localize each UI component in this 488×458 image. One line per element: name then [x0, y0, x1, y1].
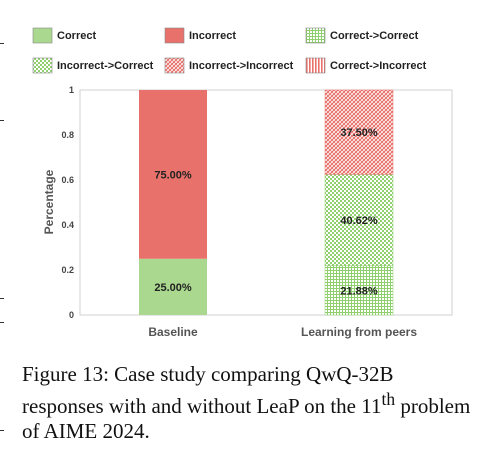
y-axis: 0 0.2 0.4 0.6 0.8 1	[61, 85, 74, 320]
legend-label: Incorrect	[189, 30, 236, 42]
legend-swatch	[164, 27, 185, 44]
caption-prefix: Figure 13: Case study comparing QwQ-32B …	[22, 362, 394, 418]
edge-mark	[0, 43, 4, 44]
x-axis: Baseline Learning from peers	[148, 325, 417, 339]
y-axis-label: Percentage	[42, 169, 56, 234]
data-label: 40.62%	[340, 215, 378, 227]
legend-label: Correct->Incorrect	[330, 60, 427, 72]
edge-mark	[0, 322, 4, 323]
bar-segment-incorrect-incorrect	[324, 89, 394, 175]
bar-segment-correct-correct	[324, 265, 394, 316]
legend-swatch	[305, 57, 326, 74]
legend-label: Incorrect->Incorrect	[189, 60, 294, 72]
plot-area	[79, 89, 453, 316]
edge-mark	[0, 430, 4, 431]
legend-swatch	[164, 57, 185, 74]
bar-segment-incorrect-correct	[324, 174, 394, 267]
legend-label: Incorrect->Correct	[57, 60, 154, 72]
x-category-label: Learning from peers	[301, 325, 417, 339]
caption-superscript: th	[381, 389, 396, 409]
edge-mark	[0, 120, 4, 121]
plot-frame	[79, 89, 453, 316]
data-label: 37.50%	[340, 127, 378, 139]
y-tick-label: 1	[69, 85, 74, 95]
y-tick-label: 0.4	[61, 220, 74, 230]
y-tick-label: 0.6	[61, 175, 74, 185]
bar-segment-incorrect	[139, 90, 207, 259]
legend-swatch	[32, 57, 53, 74]
caption-suffix: problem of AIME 2024.	[22, 394, 471, 443]
legend-swatch	[305, 27, 326, 44]
stacked-bar-chart: Correct Incorrect Correct->Correct Incorrec…	[32, 27, 453, 339]
bar-stack-group	[139, 89, 394, 316]
edge-mark	[0, 298, 4, 299]
x-category-label: Baseline	[148, 325, 198, 339]
y-tick-label: 0.2	[61, 265, 74, 275]
data-label: 75.00%	[154, 169, 192, 181]
chart-legend: Correct Incorrect Correct->Correct Incorrec…	[32, 27, 427, 74]
y-tick-label: 0.8	[61, 130, 74, 140]
legend-label: Correct->Correct	[330, 30, 419, 42]
figure-caption: Figure 13: Case study comparing QwQ-32B …	[22, 362, 472, 444]
legend-swatch	[32, 27, 53, 44]
bar-segment-correct	[139, 258, 207, 315]
data-label: 21.88%	[340, 285, 378, 297]
data-label: 25.00%	[154, 282, 192, 294]
data-labels: 25.00% 75.00% 21.88% 40.62% 37.50%	[154, 127, 378, 297]
legend-label: Correct	[57, 30, 96, 42]
y-tick-label: 0	[69, 310, 74, 320]
